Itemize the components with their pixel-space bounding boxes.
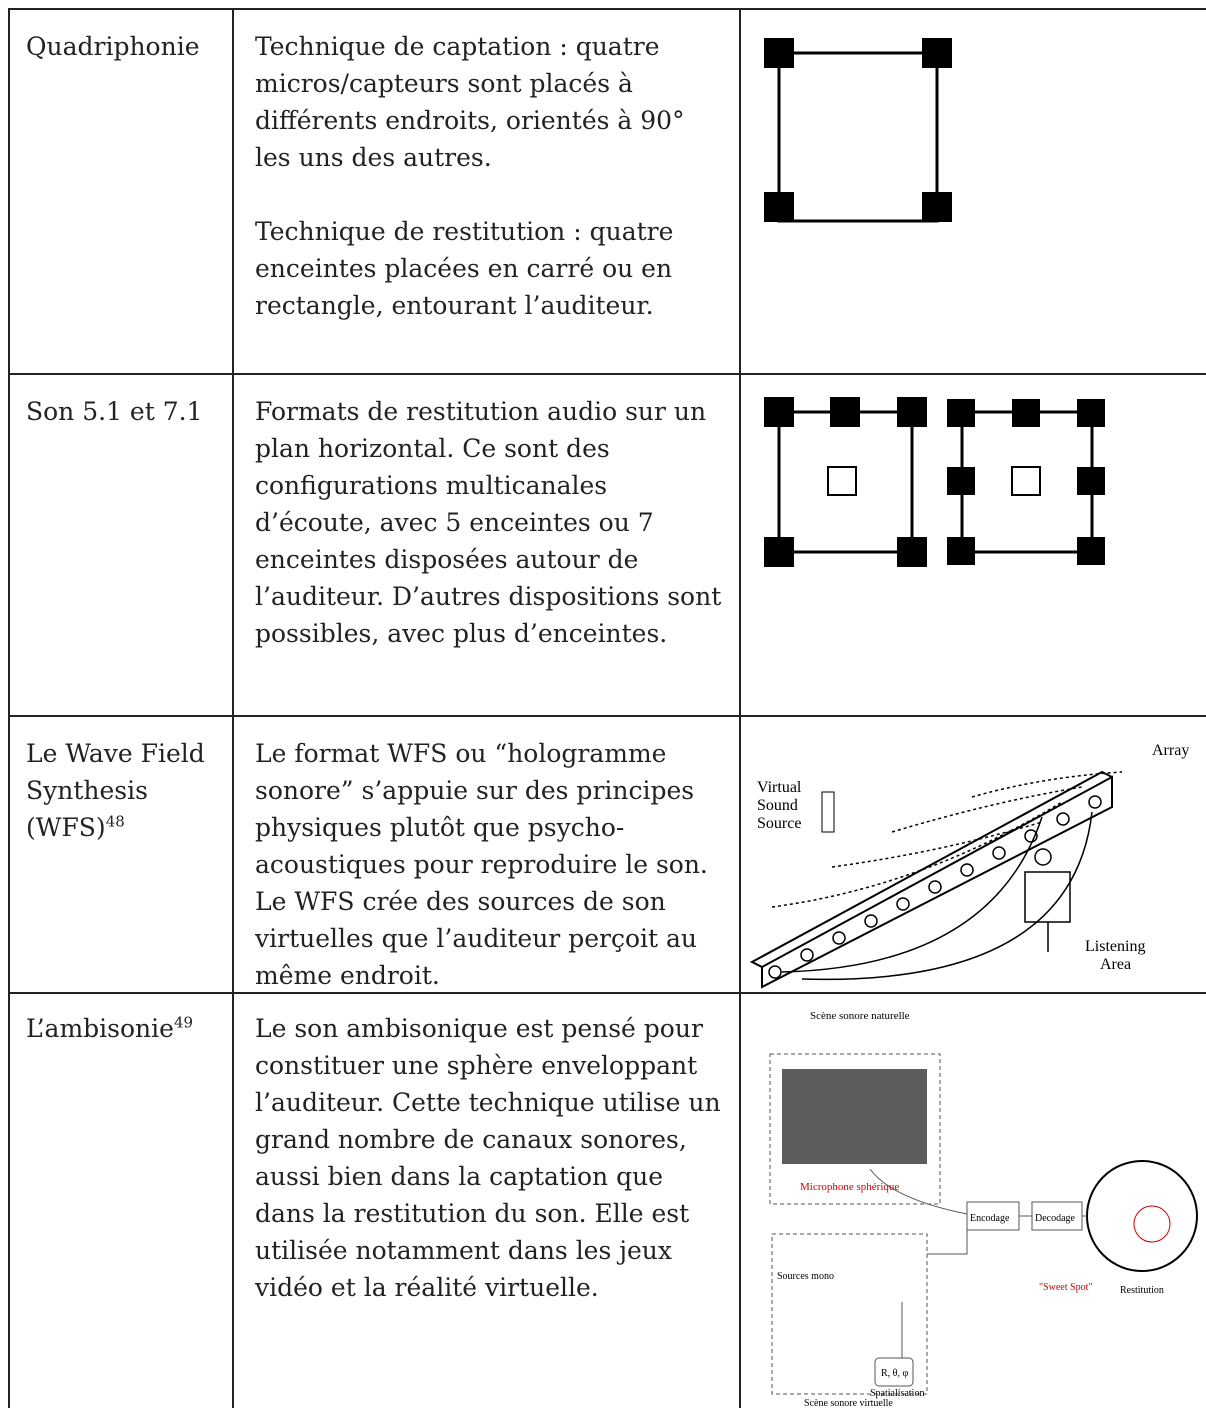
rule	[8, 8, 10, 1408]
term: Quadriphonie	[26, 32, 200, 61]
rule	[8, 715, 1206, 717]
term-text: L’ambisonie	[26, 1014, 174, 1043]
footnote: 48	[105, 812, 125, 831]
label: Sound	[757, 797, 798, 814]
label: Virtual	[757, 779, 802, 796]
rule	[739, 8, 741, 1408]
label: Encodage	[970, 1213, 1010, 1224]
label: Area	[1100, 956, 1131, 973]
term: Son 5.1 et 7.1	[26, 397, 203, 426]
quad-figure	[764, 38, 952, 223]
paragraph: Le son ambisonique est pensé pour consti…	[255, 1014, 721, 1302]
paragraph: Technique de restitution : quatre encein…	[255, 217, 674, 320]
rule	[8, 992, 1206, 994]
label: Restitution	[1120, 1285, 1164, 1296]
description: Le format WFS ou “hologramme sonore” s’a…	[255, 735, 725, 994]
label: Listening	[1085, 938, 1145, 955]
term: L’ambisonie49	[26, 1010, 231, 1047]
label: Microphone sphérique	[800, 1181, 899, 1193]
rule	[232, 8, 234, 1408]
description: Technique de captation : quatre micros/c…	[255, 28, 725, 324]
paragraph: Le format WFS ou “hologramme sonore” s’a…	[255, 739, 708, 990]
term-text: Le Wave Field Synthesis (WFS)	[26, 739, 205, 842]
label: Array	[1152, 742, 1189, 759]
rule	[8, 8, 1206, 10]
surround-figure	[764, 397, 1105, 567]
label: Spatialisation	[870, 1388, 924, 1399]
label: Sources mono	[777, 1271, 834, 1282]
ambisonic-figure: Scène sonore naturelle Microphone sphéri…	[769, 1010, 1198, 1408]
wfs-figure: Array Virtual Sound Source Listening Are…	[749, 742, 1189, 989]
label: Scène sonore naturelle	[810, 1010, 910, 1022]
label: "Sweet Spot"	[1039, 1282, 1092, 1293]
paragraph: Formats de restitution audio sur un plan…	[255, 397, 722, 648]
rule	[8, 373, 1206, 375]
label: R, θ, φ	[881, 1368, 908, 1379]
description: Le son ambisonique est pensé pour consti…	[255, 1010, 725, 1306]
label: Scène sonore virtuelle	[804, 1398, 893, 1408]
term: Le Wave Field Synthesis (WFS)48	[26, 735, 231, 846]
paragraph: Technique de captation : quatre micros/c…	[255, 32, 685, 172]
label: Source	[757, 815, 801, 832]
description: Formats de restitution audio sur un plan…	[255, 393, 725, 652]
label: Decodage	[1035, 1213, 1076, 1224]
footnote: 49	[173, 1013, 194, 1032]
